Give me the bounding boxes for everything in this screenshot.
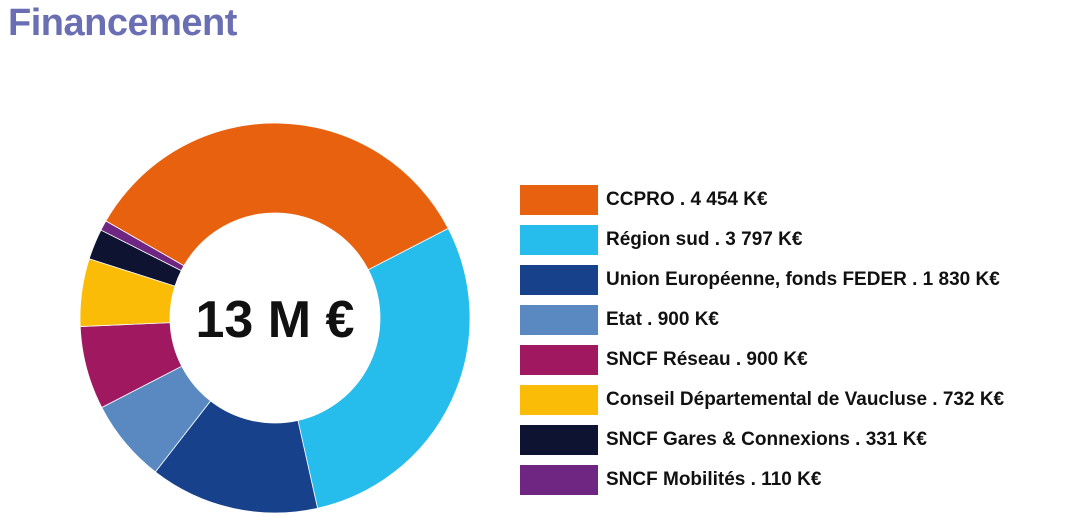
legend-swatch [520, 425, 598, 455]
legend-swatch [520, 465, 598, 495]
legend-swatch [520, 345, 598, 375]
legend-label: Région sud . 3 797 K€ [606, 229, 803, 250]
legend-item: Région sud . 3 797 K€ [520, 220, 1076, 260]
legend-label: SNCF Réseau . 900 K€ [606, 349, 808, 370]
legend-item: Etat . 900 K€ [520, 300, 1076, 340]
legend-swatch [520, 265, 598, 295]
legend-item: SNCF Mobilités . 110 K€ [520, 460, 1076, 500]
legend-item: Conseil Départemental de Vaucluse . 732 … [520, 380, 1076, 420]
legend-label: Etat . 900 K€ [606, 309, 719, 330]
legend-label: CCPRO . 4 454 K€ [606, 189, 768, 210]
page-title: Financement [8, 2, 237, 44]
donut-slice [297, 227, 471, 509]
legend-swatch [520, 185, 598, 215]
legend-item: Union Européenne, fonds FEDER . 1 830 K€ [520, 260, 1076, 300]
legend-item: SNCF Gares & Connexions . 331 K€ [520, 420, 1076, 460]
donut-slice [105, 122, 449, 271]
legend-item: CCPRO . 4 454 K€ [520, 180, 1076, 220]
legend-swatch [520, 385, 598, 415]
legend-label: Union Européenne, fonds FEDER . 1 830 K€ [606, 269, 1000, 290]
legend-label: SNCF Gares & Connexions . 331 K€ [606, 429, 927, 450]
donut-chart: 13 M € [79, 122, 471, 514]
donut-center-label: 13 M € [196, 291, 355, 349]
legend-item: SNCF Réseau . 900 K€ [520, 340, 1076, 380]
donut-slice [100, 220, 185, 272]
legend-label: Conseil Départemental de Vaucluse . 732 … [606, 389, 1005, 410]
legend-swatch [520, 225, 598, 255]
legend-swatch [520, 305, 598, 335]
legend: CCPRO . 4 454 K€ Région sud . 3 797 K€ Uni… [520, 180, 1076, 500]
legend-label: SNCF Mobilités . 110 K€ [606, 469, 822, 490]
donut-slices [79, 122, 471, 514]
